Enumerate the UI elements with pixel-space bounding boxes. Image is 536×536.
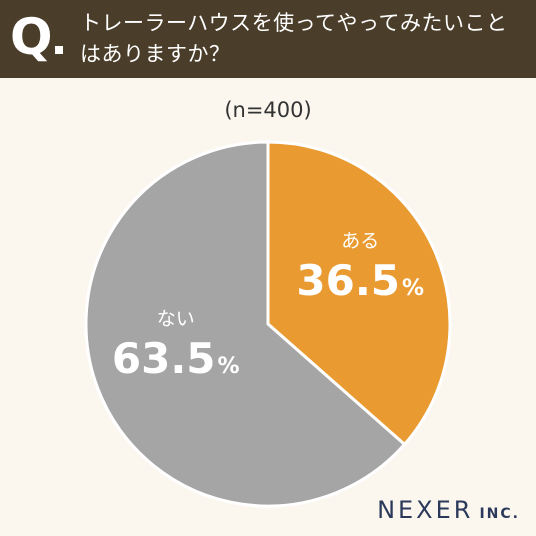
slice-label-2: ない <box>157 308 195 330</box>
pie-slice-1 <box>266 140 452 447</box>
q-dot <box>54 46 63 54</box>
sample-size-label: (n=400) <box>224 98 312 122</box>
slice-value-unit-2: % <box>218 354 240 379</box>
logo-main-text: NEXER <box>377 496 474 524</box>
question-q-mark: Q <box>10 6 63 68</box>
q-letter: Q <box>10 8 53 66</box>
slice-value-1: 36.5% <box>296 256 424 305</box>
slice-value-number-2: 63.5 <box>112 334 216 383</box>
question-text: トレーラーハウスを使ってやってみたいことはありますか？ <box>80 11 508 66</box>
pie-slice-2 <box>84 140 407 508</box>
slice-value-unit-1: % <box>402 276 424 301</box>
nexer-logo: NEXER INC. <box>377 496 520 524</box>
slice-label-1: ある <box>341 230 379 252</box>
slice-value-2: 63.5% <box>112 334 240 383</box>
slice-value-number-1: 36.5 <box>296 256 400 305</box>
logo-inc-text: INC. <box>479 506 520 522</box>
question-header: Q トレーラーハウスを使ってやってみたいことはありますか？ <box>0 0 536 78</box>
